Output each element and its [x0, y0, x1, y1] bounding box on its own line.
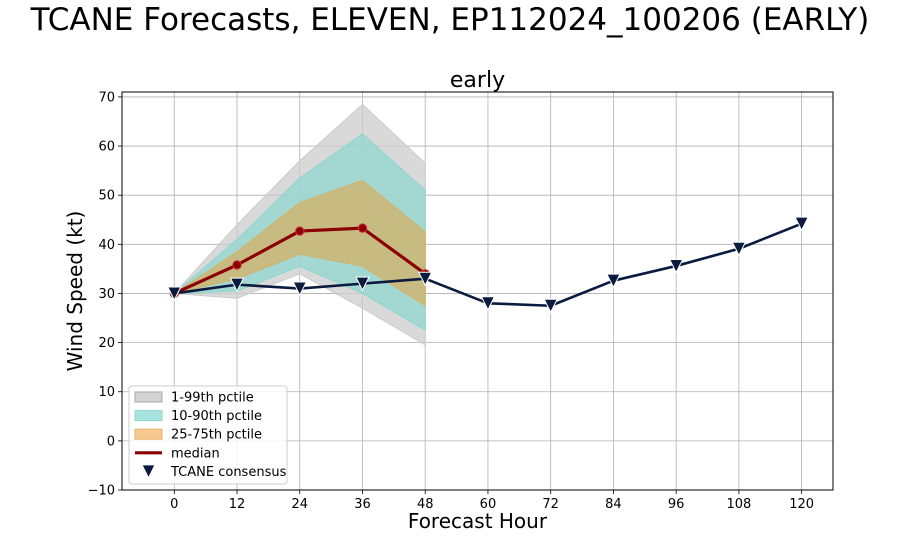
legend-label: TCANE consensus: [170, 465, 287, 480]
legend: 1-99th pctile 10-90th pctile 25-75th pctil…: [128, 385, 288, 485]
legend-label: 25-75th pctile: [171, 428, 262, 443]
x-tick-label: 0: [170, 497, 178, 512]
legend-swatch: [141, 464, 156, 480]
median-point: [295, 226, 305, 236]
consensus-point: [794, 216, 809, 232]
axes-title: early: [450, 68, 505, 93]
legend-swatch: [134, 428, 163, 440]
consensus-point: [229, 277, 245, 293]
consensus-point: [606, 273, 621, 289]
consensus-point: [668, 258, 684, 274]
x-tick-label: 72: [542, 497, 559, 512]
x-tick-label: 24: [291, 497, 308, 512]
legend-label: 10-90th pctile: [171, 409, 262, 424]
y-tick-label: 50: [98, 189, 115, 204]
y-tick-label: 20: [98, 336, 115, 351]
axis-ticks: 0 12 24 36 48 60 72 84 96 108 120 −10 0 10 20 30 40 50 60 7…: [88, 90, 814, 512]
median-point: [232, 260, 242, 270]
band-25-75th-pctile: [174, 179, 426, 307]
x-axis-label: Forecast Hour: [408, 509, 548, 533]
y-tick-label: 40: [98, 238, 115, 253]
consensus-point: [355, 276, 370, 292]
legend-swatch: [134, 410, 163, 422]
y-tick-label: 30: [98, 287, 115, 302]
x-tick-label: 60: [480, 497, 497, 512]
y-tick-label: 70: [98, 90, 115, 105]
median-point: [357, 223, 368, 233]
grid: [122, 92, 833, 491]
x-tick-label: 36: [354, 497, 371, 512]
legend-swatch: [134, 391, 163, 403]
y-tick-label: 60: [98, 140, 115, 155]
x-tick-label: 108: [726, 497, 751, 512]
legend-label: 1-99th pctile: [171, 391, 254, 406]
y-tick-label: 0: [107, 434, 115, 449]
y-tick-label: 10: [98, 385, 115, 400]
consensus-point: [731, 241, 747, 257]
figure-suptitle: TCANE Forecasts, ELEVEN, EP112024_100206…: [30, 2, 870, 38]
x-tick-label: 48: [417, 497, 434, 512]
legend-box: [128, 385, 288, 485]
legend-label: median: [171, 446, 220, 461]
axes-frame: [121, 91, 834, 491]
x-tick-label: 96: [668, 497, 685, 512]
consensus-point: [292, 281, 308, 297]
y-axis-label: Wind Speed (kt): [63, 211, 87, 372]
x-tick-label: 120: [789, 497, 814, 512]
consensus-point: [166, 286, 182, 302]
consensus-point: [480, 296, 496, 311]
consensus-point: [417, 271, 433, 287]
consensus-point: [543, 298, 559, 314]
y-tick-label: −10: [88, 484, 115, 499]
x-tick-label: 84: [605, 497, 622, 512]
series-markers: [166, 216, 809, 314]
x-tick-label: 12: [229, 497, 246, 512]
